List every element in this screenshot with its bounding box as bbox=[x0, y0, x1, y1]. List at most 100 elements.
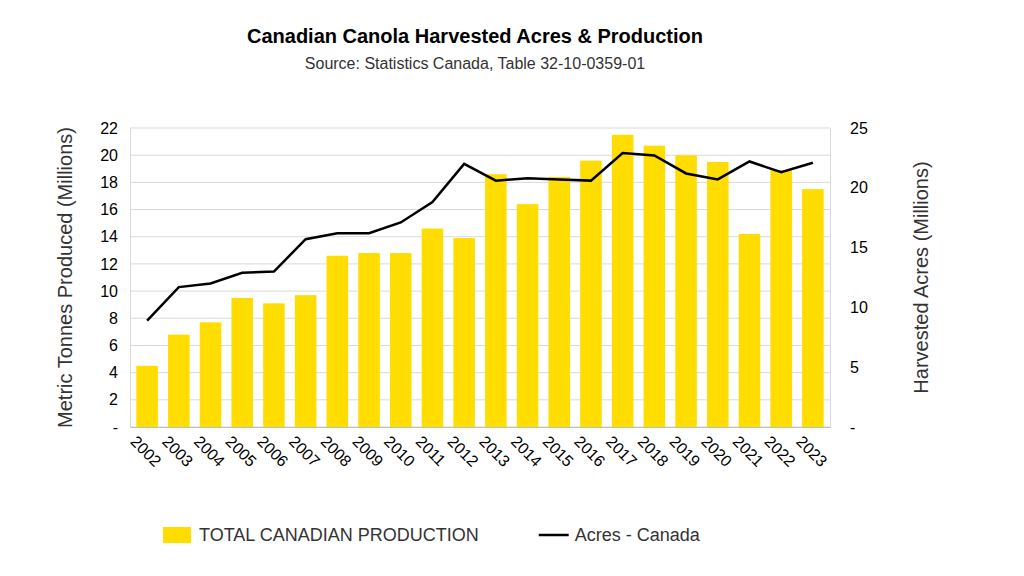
y-axis-title: Metric Tonnes Produced (Millions) bbox=[54, 127, 76, 428]
bar bbox=[770, 170, 792, 427]
x-tick: 2019 bbox=[666, 427, 703, 470]
plot-area bbox=[136, 135, 823, 427]
bar bbox=[295, 295, 317, 427]
bar bbox=[739, 234, 761, 427]
y2-tick-label: 10 bbox=[850, 299, 868, 316]
y-axis: - 2 4 6 8 10 12 14 16 18 20 22 bbox=[100, 120, 130, 436]
x-tick: 2012 bbox=[444, 427, 481, 470]
bar bbox=[485, 174, 507, 427]
x-tick-label: 2012 bbox=[444, 433, 481, 470]
y-tick-label: 22 bbox=[100, 120, 118, 137]
grid bbox=[130, 128, 830, 427]
bar bbox=[548, 177, 570, 427]
bar-series bbox=[136, 135, 823, 427]
y-tick: 10 bbox=[100, 283, 130, 300]
y-tick: 22 bbox=[100, 120, 130, 137]
x-tick: 2003 bbox=[159, 427, 196, 470]
bar bbox=[422, 229, 444, 427]
y-tick: 8 bbox=[109, 310, 130, 327]
x-tick: 2014 bbox=[508, 427, 545, 470]
y-tick: - bbox=[113, 419, 130, 436]
x-tick-label: 2007 bbox=[286, 433, 323, 470]
y2-tick: 10 bbox=[830, 299, 868, 316]
y-tick-label: 16 bbox=[100, 201, 118, 218]
x-tick: 2006 bbox=[254, 427, 291, 470]
y-tick: 18 bbox=[100, 174, 130, 191]
x-tick: 2013 bbox=[476, 427, 513, 470]
grid-line bbox=[130, 128, 830, 129]
y2-tick: 25 bbox=[830, 120, 868, 137]
y-tick: 12 bbox=[100, 256, 130, 273]
x-tick-label: 2010 bbox=[381, 433, 418, 470]
y-tick-label: 4 bbox=[109, 364, 118, 381]
bar bbox=[517, 204, 539, 427]
legend-item: TOTAL CANADIAN PRODUCTION bbox=[163, 525, 479, 545]
x-tick-label: 2009 bbox=[349, 433, 386, 470]
y2-axis-line bbox=[830, 129, 831, 428]
x-tick: 2007 bbox=[286, 427, 323, 470]
x-tick-label: 2002 bbox=[127, 433, 164, 470]
y2-tick-label: 25 bbox=[850, 120, 868, 137]
x-tick: 2011 bbox=[413, 427, 449, 469]
x-tick-label: 2011 bbox=[413, 433, 449, 469]
y2-tick-label: 5 bbox=[850, 359, 859, 376]
x-tick-label: 2020 bbox=[698, 433, 735, 470]
bar bbox=[136, 366, 158, 427]
x-tick: 2002 bbox=[127, 427, 164, 470]
bar bbox=[580, 161, 602, 427]
y-tick-label: 18 bbox=[100, 174, 118, 191]
y2-tick: 5 bbox=[830, 359, 859, 376]
x-tick: 2009 bbox=[349, 427, 386, 470]
x-tick-label: 2014 bbox=[508, 433, 545, 470]
grid-line bbox=[130, 155, 830, 156]
x-tick: 2005 bbox=[222, 427, 259, 470]
y2-axis: -510152025 bbox=[830, 120, 868, 436]
bar bbox=[200, 322, 222, 427]
x-tick-label: 2004 bbox=[191, 433, 228, 470]
x-tick: 2008 bbox=[318, 427, 355, 470]
x-tick-label: 2008 bbox=[318, 433, 355, 470]
y-tick: 16 bbox=[100, 201, 130, 218]
x-tick: 2022 bbox=[761, 427, 798, 470]
y-tick-label: 14 bbox=[100, 228, 118, 245]
y-tick: 6 bbox=[109, 337, 130, 354]
bar bbox=[263, 303, 285, 427]
y2-tick-label: - bbox=[850, 419, 855, 436]
y-axis-line bbox=[130, 129, 131, 428]
y-tick: 2 bbox=[109, 391, 130, 408]
y2-axis-title: Harvested Acres (Millions) bbox=[910, 161, 932, 393]
y-tick-label: - bbox=[113, 419, 118, 436]
x-tick: 2004 bbox=[191, 427, 228, 470]
x-axis: 2002200320042005200620072008200920102011… bbox=[127, 427, 830, 470]
x-tick-label: 2023 bbox=[793, 433, 830, 470]
bar bbox=[707, 162, 729, 427]
x-tick: 2017 bbox=[603, 427, 640, 470]
legend-label: TOTAL CANADIAN PRODUCTION bbox=[199, 525, 479, 545]
legend-swatch bbox=[163, 527, 191, 543]
x-tick-label: 2006 bbox=[254, 433, 291, 470]
y-tick-label: 20 bbox=[100, 147, 118, 164]
bar bbox=[675, 155, 697, 427]
line bbox=[147, 153, 813, 320]
x-tick: 2018 bbox=[635, 427, 672, 470]
x-tick: 2015 bbox=[540, 427, 577, 470]
chart: Canadian Canola Harvested Acres & Produc… bbox=[0, 0, 1024, 576]
legend-swatch bbox=[539, 534, 569, 537]
bar bbox=[802, 189, 824, 427]
x-tick: 2016 bbox=[571, 427, 608, 470]
legend-label: Acres - Canada bbox=[575, 525, 701, 545]
y2-tick-label: 20 bbox=[850, 179, 868, 196]
y-tick-label: 12 bbox=[100, 256, 118, 273]
x-tick: 2023 bbox=[793, 427, 830, 470]
bar bbox=[358, 253, 380, 427]
bar bbox=[612, 135, 634, 427]
x-tick-label: 2003 bbox=[159, 433, 196, 470]
x-tick-label: 2005 bbox=[222, 433, 259, 470]
x-tick-label: 2022 bbox=[761, 433, 798, 470]
y-tick: 20 bbox=[100, 147, 130, 164]
legend: TOTAL CANADIAN PRODUCTION Acres - Canada bbox=[163, 525, 701, 545]
x-tick-label: 2017 bbox=[603, 433, 640, 470]
bar bbox=[327, 256, 349, 427]
y-tick-label: 8 bbox=[109, 310, 118, 327]
x-axis-line bbox=[131, 427, 831, 428]
